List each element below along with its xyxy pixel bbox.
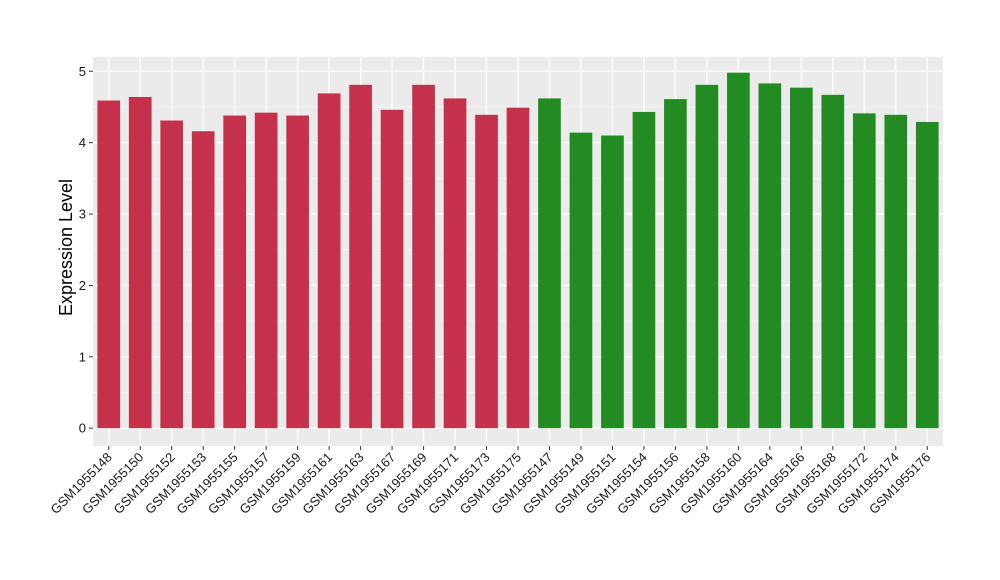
bar	[727, 72, 750, 429]
bar	[349, 84, 372, 429]
bar	[191, 131, 215, 429]
y-tick-label: 2	[79, 278, 86, 293]
bar	[821, 94, 845, 429]
y-tick-label: 1	[79, 349, 86, 364]
y-tick-label: 3	[79, 207, 86, 222]
bar	[790, 87, 813, 429]
bar	[915, 121, 939, 429]
bar	[380, 109, 404, 429]
bar	[506, 107, 530, 429]
bar	[601, 135, 624, 429]
y-axis: 0 1 2 3 4 5	[79, 64, 93, 436]
bar	[632, 111, 656, 429]
bar	[852, 113, 876, 429]
y-tick-label: 4	[79, 135, 86, 150]
bar	[160, 120, 184, 429]
y-axis-title: Expression Level	[56, 179, 76, 316]
bar	[97, 100, 121, 429]
bar	[412, 84, 435, 429]
y-tick-label: 5	[79, 64, 86, 79]
bar	[254, 112, 278, 429]
bar	[475, 114, 498, 429]
bar	[317, 93, 341, 429]
bar	[286, 115, 309, 429]
y-tick-label: 0	[79, 421, 86, 436]
bar	[664, 99, 687, 429]
bars	[97, 72, 939, 429]
x-axis: GSM1955148GSM1955150GSM1955152GSM1955153…	[48, 446, 933, 517]
bar	[695, 84, 719, 429]
bar	[884, 114, 908, 429]
bar	[223, 115, 246, 429]
bar	[128, 96, 152, 429]
bar	[569, 132, 593, 429]
bar	[443, 98, 467, 429]
bar	[538, 98, 561, 429]
bar	[758, 83, 782, 429]
